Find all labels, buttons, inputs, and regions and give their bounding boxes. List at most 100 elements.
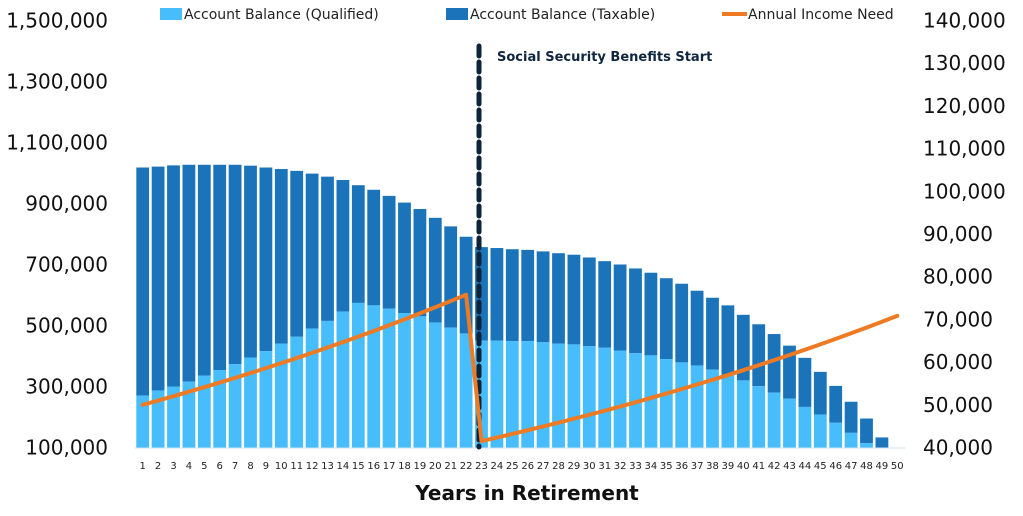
legend-label-taxable: Account Balance (Taxable)	[470, 7, 655, 23]
x-tick-label: 14	[337, 461, 350, 472]
left-tick-label: 300,000	[25, 375, 108, 399]
x-tick-label: 16	[367, 461, 380, 472]
x-tick-label: 27	[537, 461, 550, 472]
bar-qualified	[182, 381, 196, 448]
bar-taxable	[706, 297, 719, 370]
bar-qualified	[398, 312, 411, 448]
bar-qualified	[305, 328, 319, 448]
bar-qualified	[582, 346, 596, 448]
right-tick-label: 120,000	[923, 94, 1006, 118]
legend-label-qualified: Account Balance (Qualified)	[184, 7, 379, 23]
x-tick-label: 6	[217, 461, 223, 472]
bar-qualified	[613, 350, 627, 448]
x-tick-label: 11	[290, 461, 303, 472]
bar-qualified	[167, 386, 180, 448]
right-tick-label: 130,000	[923, 51, 1006, 75]
x-tick-label: 4	[186, 461, 192, 472]
x-tick-label: 44	[799, 461, 812, 472]
bar-qualified	[228, 364, 242, 448]
bar-taxable	[398, 202, 411, 313]
x-tick-label: 30	[583, 461, 596, 472]
bar-qualified	[444, 327, 458, 448]
x-tick-label: 50	[891, 461, 904, 472]
x-tick-label: 20	[429, 461, 442, 472]
legend-label-income: Annual Income Need	[748, 7, 894, 23]
x-tick-label: 8	[247, 461, 253, 472]
bar-taxable	[736, 314, 750, 381]
bar-taxable	[582, 257, 596, 347]
bar-qualified	[151, 390, 165, 448]
x-tick-label: 9	[263, 461, 269, 472]
bar-qualified	[413, 316, 427, 448]
bar-qualified	[367, 305, 381, 448]
annual-income-line	[140, 292, 900, 444]
bar-qualified	[290, 336, 304, 448]
left-tick-label: 1,100,000	[6, 131, 108, 155]
bar-qualified	[244, 357, 257, 448]
x-tick-label: 24	[491, 461, 504, 472]
bar-taxable	[367, 189, 381, 306]
bar-taxable	[505, 249, 519, 342]
bar-qualified	[136, 395, 150, 448]
bar-taxable	[659, 278, 673, 360]
bar-qualified	[659, 359, 673, 448]
x-axis-ticks: 1 2 3 4 5 6 7 8 9 10 11 12 13 14 15 16 17 18 19 20 21 22 23 24 2…	[140, 461, 904, 472]
bar-taxable	[721, 305, 735, 376]
bar-taxable	[490, 248, 504, 341]
bar-qualified	[336, 311, 350, 448]
bar-qualified	[536, 342, 550, 448]
legend-swatch-taxable	[446, 8, 468, 20]
right-tick-label: 60,000	[923, 350, 993, 374]
left-tick-label: 700,000	[25, 253, 108, 277]
bar-taxable	[875, 437, 889, 448]
x-tick-label: 47	[845, 461, 858, 472]
bar-qualified	[767, 392, 781, 448]
x-tick-label: 33	[629, 461, 642, 472]
bar-qualified	[351, 302, 365, 448]
bar-qualified	[552, 343, 565, 448]
bar-taxable	[197, 164, 211, 376]
bar-taxable	[136, 167, 150, 396]
bar-taxable	[767, 334, 781, 393]
bar-qualified	[690, 365, 704, 448]
bar-taxable	[813, 371, 827, 415]
bar-taxable	[167, 165, 180, 387]
bar-taxable	[567, 254, 581, 345]
bar-taxable	[629, 268, 642, 354]
x-tick-label: 42	[768, 461, 781, 472]
bar-qualified	[644, 355, 658, 448]
right-tick-label: 140,000	[923, 9, 1006, 33]
bar-qualified	[197, 375, 211, 448]
bar-taxable	[244, 165, 257, 358]
bar-taxable	[259, 167, 273, 352]
bar-taxable	[321, 176, 334, 321]
x-tick-label: 12	[306, 461, 319, 472]
x-tick-label: 5	[201, 461, 207, 472]
x-tick-label: 38	[706, 461, 719, 472]
bar-taxable	[290, 170, 304, 337]
x-tick-label: 15	[352, 461, 365, 472]
x-tick-label: 17	[383, 461, 396, 472]
bar-taxable	[752, 324, 766, 387]
bar-qualified	[259, 351, 273, 448]
bar-qualified	[829, 422, 843, 448]
x-tick-label: 49	[876, 461, 889, 472]
x-tick-label: 23	[475, 461, 488, 472]
x-tick-label: 39	[722, 461, 735, 472]
left-tick-label: 1,300,000	[6, 70, 108, 94]
legend-swatch-qualified	[160, 8, 182, 20]
x-tick-label: 31	[598, 461, 611, 472]
x-tick-label: 3	[170, 461, 176, 472]
right-tick-label: 110,000	[923, 137, 1006, 161]
bar-qualified	[813, 414, 827, 448]
bar-qualified	[459, 333, 473, 448]
bar-taxable	[829, 385, 843, 423]
x-tick-label: 26	[521, 461, 534, 472]
bar-taxable	[274, 169, 288, 344]
left-tick-label: 900,000	[25, 192, 108, 216]
x-tick-label: 43	[783, 461, 796, 472]
left-tick-label: 1,500,000	[6, 9, 108, 33]
bar-taxable	[182, 164, 196, 382]
right-tick-label: 40,000	[923, 436, 993, 460]
